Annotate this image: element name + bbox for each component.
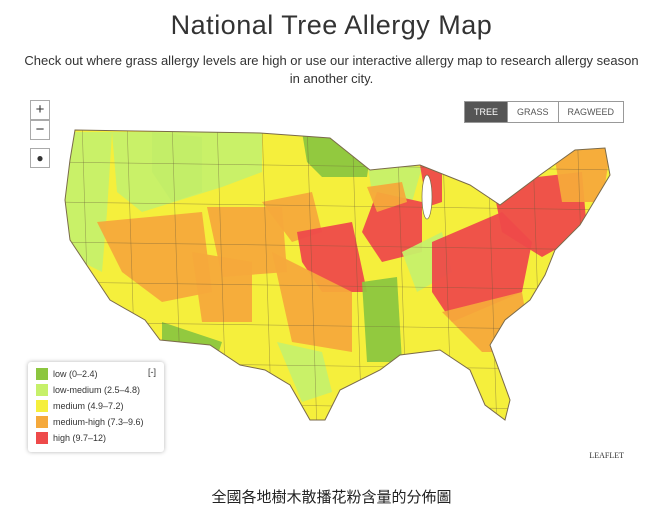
zoom-out[interactable]: − <box>30 120 50 140</box>
region <box>432 212 532 322</box>
legend-label: low-medium (2.5–4.8) <box>53 385 141 395</box>
state-border <box>306 130 318 420</box>
region <box>262 192 322 242</box>
legend-swatch <box>36 416 48 428</box>
region <box>112 132 262 212</box>
map: + − ● TREE GRASS RAGWEED [-] low (0–2.4) lo… <box>22 92 640 462</box>
attribution: LEAFLET <box>589 451 624 460</box>
region <box>552 142 610 202</box>
legend-item: low-medium (2.5–4.8) <box>36 384 140 396</box>
legend-label: high (9.7–12) <box>53 433 107 443</box>
locate-button[interactable]: ● <box>30 148 50 168</box>
country-outline <box>64 129 611 421</box>
state-border <box>65 281 610 291</box>
state-border <box>65 201 610 211</box>
legend-label: low (0–2.4) <box>53 369 98 379</box>
legend-label: medium-high (7.3–9.6) <box>53 417 144 427</box>
legend-item: high (9.7–12) <box>36 432 106 444</box>
legend-swatch <box>36 384 48 396</box>
legend-toggle[interactable]: [-] <box>148 367 156 377</box>
legend-item: low (0–2.4) <box>36 368 98 380</box>
legend-swatch <box>36 432 48 444</box>
tab[interactable]: GRASS <box>507 102 558 122</box>
region <box>277 342 332 402</box>
zoom-in[interactable]: + <box>30 100 50 120</box>
legend-swatch <box>36 368 48 380</box>
legend: [-] low (0–2.4) low-medium (2.5–4.8) mediu… <box>28 362 164 452</box>
legend-item: medium-high (7.3–9.6) <box>36 416 144 428</box>
tabs: TREE GRASS RAGWEED <box>464 101 625 123</box>
region <box>192 252 252 322</box>
legend-label: medium (4.9–7.2) <box>53 401 124 411</box>
title: National Tree Allergy Map <box>170 10 493 40</box>
tab[interactable]: TREE <box>465 102 508 122</box>
region <box>97 212 212 302</box>
tab[interactable]: RAGWEED <box>557 102 624 122</box>
region <box>272 252 352 352</box>
state-border <box>65 241 610 251</box>
legend-item: medium (4.9–7.2) <box>36 400 124 412</box>
region <box>362 277 402 362</box>
region <box>367 182 407 212</box>
region <box>65 132 112 272</box>
caption: 全國各地樹木散播花粉含量的分佈圖 <box>211 489 452 506</box>
legend-swatch <box>36 400 48 412</box>
map-canvas <box>64 129 611 421</box>
lake <box>421 174 433 220</box>
subtitle: Check out where grass allergy levels are… <box>24 53 639 86</box>
